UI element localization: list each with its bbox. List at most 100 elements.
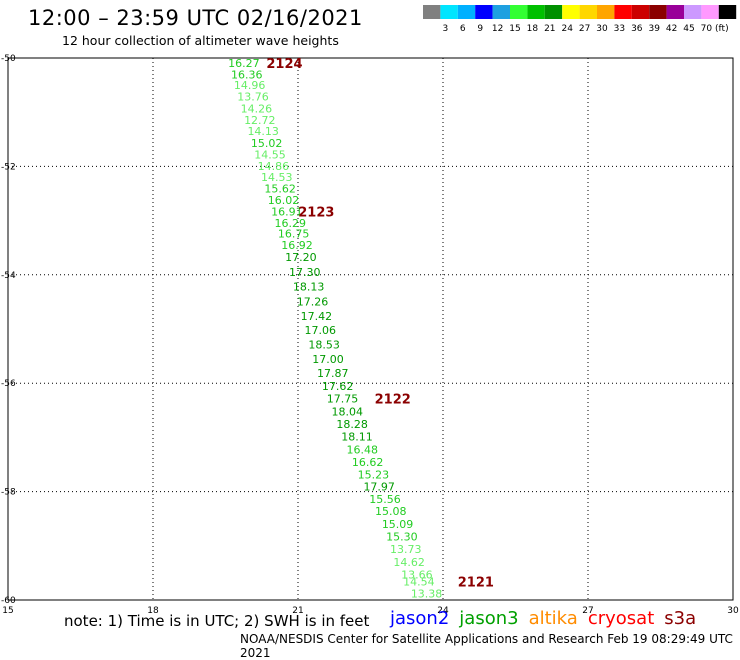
scale-swatch — [527, 5, 545, 19]
scale-label: 30 — [596, 24, 608, 34]
wave-height-label: 16.91 — [271, 205, 303, 218]
scale-swatch — [544, 5, 563, 19]
wave-height-label: 14.55 — [254, 148, 286, 161]
wave-height-label: 15.02 — [251, 137, 283, 150]
wave-height-label: 13.66 — [401, 569, 433, 582]
scale-label: 42 — [666, 24, 677, 34]
wave-height-label: 16.29 — [275, 217, 307, 230]
scale-label: 21 — [544, 24, 555, 34]
wave-height-label: 14.54 — [403, 576, 435, 589]
scale-label: 24 — [561, 24, 573, 34]
wave-height-label: 15.23 — [358, 468, 390, 481]
x-tick-label: 18 — [147, 606, 159, 616]
plot-axes: 15 18 21 24 27 30 -50 -52 -54 -56 -58 -60 — [1, 54, 739, 616]
scale-label: 3 — [443, 24, 449, 34]
y-tick-label: -50 — [1, 54, 16, 64]
scale-label: (ft) — [715, 24, 729, 34]
scale-swatch — [597, 5, 615, 19]
wave-height-label: 15.08 — [375, 505, 407, 518]
scale-label: 12 — [492, 24, 503, 34]
scale-label: 18 — [527, 24, 539, 34]
wave-height-label: 15.62 — [264, 183, 296, 196]
scale-swatch — [718, 5, 737, 19]
scale-label: 15 — [509, 24, 520, 34]
x-tick-label: 24 — [437, 606, 449, 616]
x-tick-label: 27 — [582, 606, 593, 616]
scale-label: 70 — [701, 24, 713, 34]
data-points: 16.2716.3614.9613.7614.2612.7214.1315.02… — [228, 57, 442, 601]
wave-height-label: 16.48 — [347, 443, 379, 456]
scale-label: 39 — [648, 24, 660, 34]
wave-height-label: 17.42 — [301, 310, 333, 323]
wave-height-label: 14.26 — [241, 102, 273, 115]
wave-height-label: 13.73 — [390, 543, 422, 556]
scale-swatch — [423, 5, 441, 19]
scale-label: 36 — [631, 24, 643, 34]
wave-height-label: 15.09 — [382, 518, 414, 531]
wave-height-label: 16.36 — [231, 68, 263, 81]
legend-cryosat: cryosat — [587, 608, 655, 629]
wave-height-label: 17.62 — [322, 380, 354, 393]
wave-height-label: 18.28 — [336, 418, 368, 431]
legend-altika: altika — [528, 608, 578, 629]
wave-height-label: 17.87 — [317, 367, 349, 380]
wave-height-label: 13.76 — [237, 90, 269, 103]
wave-height-label: 18.04 — [332, 405, 364, 418]
wave-height-label: 12.72 — [244, 114, 276, 127]
wave-height-label: 14.13 — [247, 125, 279, 138]
pass-number-label: 2121 — [458, 576, 494, 591]
scale-swatch — [510, 5, 528, 19]
y-tick-label: -54 — [1, 271, 16, 281]
wave-height-label: 17.06 — [304, 324, 336, 337]
wave-height-label: 13.38 — [411, 587, 443, 600]
scale-label: 33 — [614, 24, 625, 34]
color-scale: 3 6 9 12 15 18 21 24 27 30 33 36 39 42 45 70 (ft) — [423, 5, 737, 34]
pass-labels: 2124 2123 2122 2121 — [266, 57, 494, 591]
wave-height-label: 17.30 — [289, 266, 321, 279]
scale-label: 6 — [460, 24, 466, 34]
wave-height-label: 18.11 — [341, 430, 373, 443]
y-tick-label: -58 — [1, 488, 16, 498]
wave-height-label: 16.27 — [228, 57, 260, 70]
pass-number-label: 2123 — [298, 205, 334, 220]
wave-height-label: 15.56 — [369, 493, 401, 506]
x-tick-label: 30 — [727, 606, 739, 616]
scale-swatch — [562, 5, 580, 19]
scale-label: 9 — [477, 24, 483, 34]
scale-label: 45 — [683, 24, 694, 34]
scale-swatch — [666, 5, 684, 19]
wave-height-label: 14.86 — [258, 160, 290, 173]
scale-swatch — [614, 5, 632, 19]
scale-label: 27 — [579, 24, 590, 34]
plot-frame — [7, 57, 734, 601]
wave-height-label: 17.26 — [297, 295, 329, 308]
satellite-legend: jason2 jason3 altika cryosat s3a — [390, 608, 706, 629]
wave-height-label: 17.20 — [285, 251, 317, 264]
wave-height-label: 16.62 — [352, 456, 384, 469]
y-tick-label: -60 — [1, 596, 16, 606]
scale-swatch — [701, 5, 719, 19]
legend-s3a: s3a — [664, 608, 697, 629]
y-tick-label: -56 — [1, 379, 16, 389]
wave-height-label: 17.00 — [312, 353, 344, 366]
wave-height-label: 18.13 — [293, 281, 325, 294]
legend-jason2: jason2 — [390, 608, 450, 629]
x-tick-label: 21 — [292, 606, 303, 616]
scale-swatch — [492, 5, 510, 19]
x-tick-label: 15 — [2, 606, 13, 616]
scale-swatch — [631, 5, 650, 19]
wave-height-label: 15.30 — [386, 531, 418, 544]
note-text: note: 1) Time is in UTC; 2) SWH is in fe… — [64, 612, 370, 630]
scale-swatch — [684, 5, 702, 19]
wave-height-label: 14.96 — [234, 79, 266, 92]
wave-height-label: 14.53 — [261, 171, 293, 184]
wave-height-label: 17.75 — [327, 392, 359, 405]
scale-swatch — [649, 5, 667, 19]
legend-jason3: jason3 — [459, 608, 519, 629]
scale-swatch — [579, 5, 597, 19]
y-tick-label: -52 — [1, 162, 16, 172]
wave-height-label: 17.97 — [363, 481, 395, 494]
wave-height-label: 16.75 — [278, 228, 310, 241]
pass-number-label: 2122 — [375, 392, 411, 407]
